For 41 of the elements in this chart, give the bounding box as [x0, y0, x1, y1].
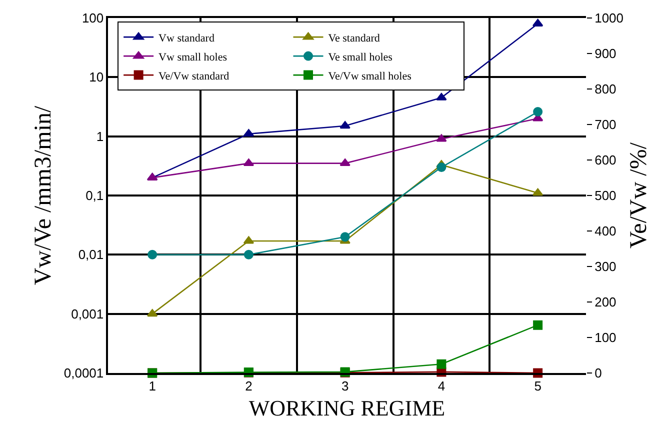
y-tick-label: 0,1 — [86, 188, 104, 204]
y-axis-title: Vw/Ve /mm3/min/ — [30, 106, 56, 286]
y2-tick-label: 0 — [594, 366, 602, 381]
y-tick-label: 1 — [96, 128, 104, 144]
y2-tick-label: 400 — [594, 224, 616, 239]
x-tick-label: 3 — [341, 378, 349, 394]
y2-tick-label: 800 — [594, 82, 616, 97]
y2-tick-label: 700 — [594, 117, 616, 132]
y2-axis-title: Ve/Vw /%/ — [626, 142, 652, 248]
legend-label: Ve small holes — [328, 51, 392, 64]
y2-tick-label: 300 — [594, 259, 616, 274]
y-tick-label: 0,01 — [78, 247, 104, 262]
y2-tick-label: 600 — [594, 152, 616, 168]
y2-tick-label: 500 — [594, 188, 616, 204]
point — [340, 121, 350, 129]
point — [244, 250, 254, 260]
x-axis-title: WORKING REGIME — [248, 396, 446, 421]
x-tick-label: 2 — [245, 378, 252, 394]
y2-tick-label: 100 — [594, 330, 616, 346]
legend-label: Ve standard — [328, 32, 380, 44]
point — [148, 250, 158, 260]
point — [340, 232, 350, 242]
legend-label: Vw standard — [158, 32, 215, 44]
x-tick-label: 4 — [438, 378, 446, 394]
legend-label: Ve/Vw small holes — [328, 70, 412, 82]
y2-tick-label: 200 — [594, 294, 616, 310]
y-tick-label: 0,0001 — [64, 366, 104, 381]
legend-label: Vw small holes — [158, 51, 228, 64]
y2-tick-label: 900 — [594, 46, 616, 62]
point — [436, 134, 447, 142]
point — [436, 162, 446, 172]
x-tick-label: 1 — [148, 378, 156, 394]
point — [533, 107, 543, 117]
y2-tick-label: 1000 — [594, 10, 624, 26]
point — [436, 92, 447, 100]
point — [340, 158, 350, 166]
x-tick-label: 5 — [534, 378, 542, 394]
y-tick-label: 10 — [89, 70, 104, 85]
y-tick-label: 0,001 — [71, 306, 104, 322]
legend-label: Ve/Vw standard — [158, 70, 230, 82]
y-tick-label: 100 — [82, 10, 104, 26]
